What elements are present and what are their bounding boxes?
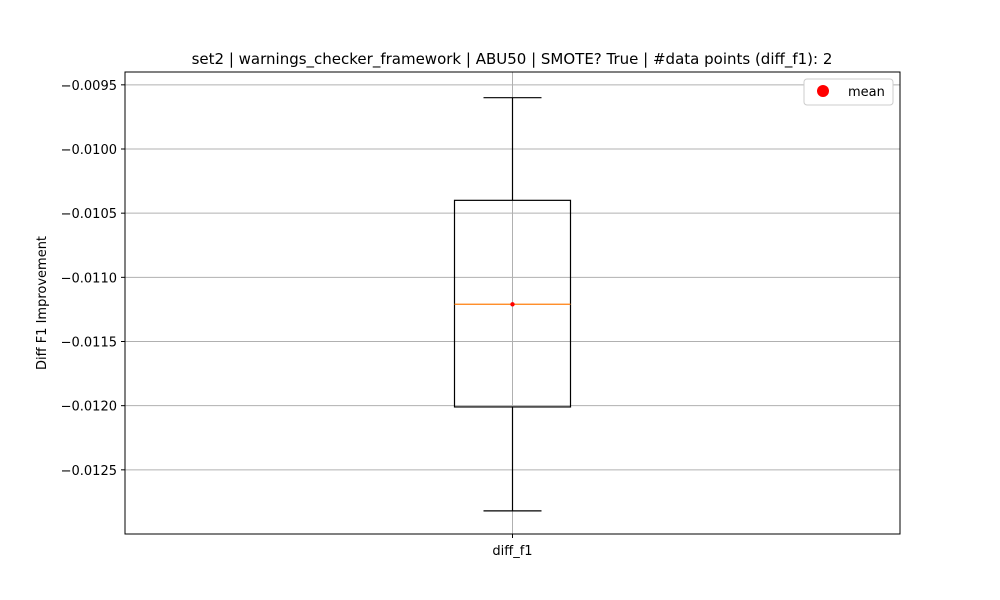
y-tick-label: −0.0095 (61, 79, 117, 94)
chart-title: set2 | warnings_checker_framework | ABU5… (192, 50, 833, 69)
y-tick-label: −0.0120 (61, 400, 117, 415)
y-axis: −0.0095 −0.0100 −0.0105 −0.0110 −0.0115 −0.01… (61, 79, 125, 479)
y-tick-label: −0.0125 (61, 464, 117, 479)
y-tick-label: −0.0115 (61, 336, 117, 351)
y-axis-label: Diff F1 Improvement (35, 236, 50, 370)
legend: mean (803, 78, 894, 106)
legend-mean-marker (817, 85, 829, 97)
y-tick-label: −0.0100 (61, 143, 117, 158)
legend-box (803, 78, 894, 106)
y-tick-label: −0.0105 (61, 207, 117, 222)
interquartile-box (453, 199, 572, 408)
mean-marker (510, 302, 515, 307)
y-tick-label: −0.0110 (61, 271, 117, 286)
x-axis: diff_f1 (492, 534, 533, 559)
x-tick-label: diff_f1 (492, 544, 532, 559)
legend-entry-mean: mean (848, 85, 885, 100)
box-plot-group (453, 97, 572, 512)
